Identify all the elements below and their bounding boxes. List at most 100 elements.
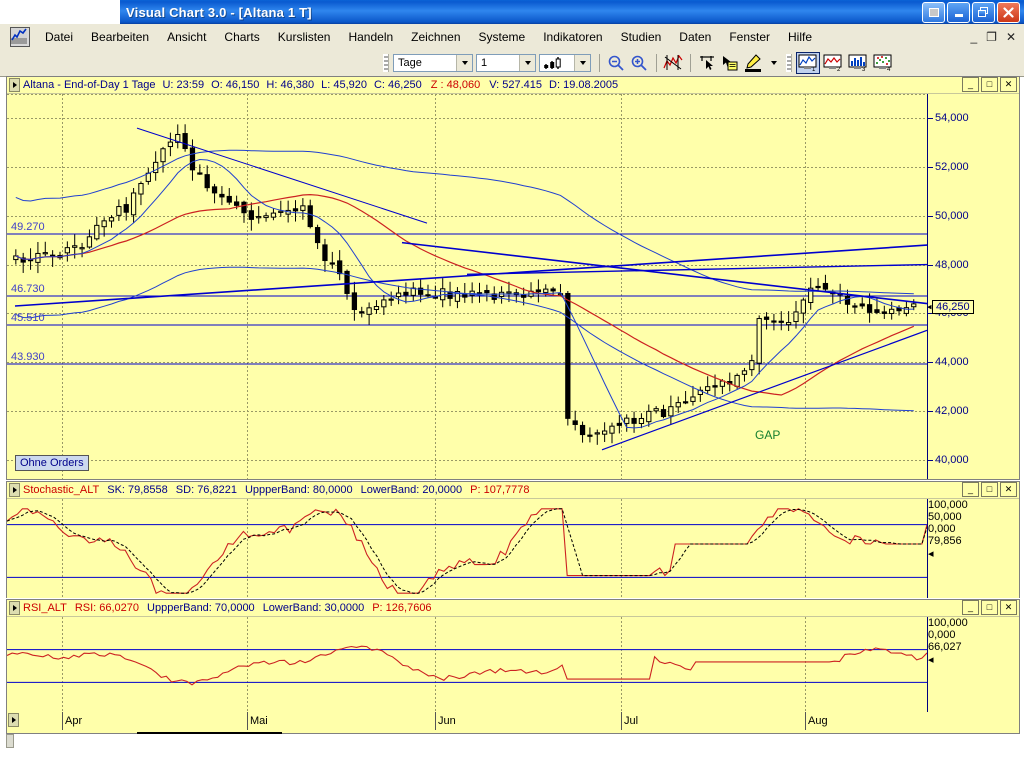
candle-body [682, 401, 689, 404]
chart-high-value: H: 46,380 [266, 79, 315, 91]
multiplier-select[interactable]: 1 [476, 54, 536, 72]
menu-item-indikatoren[interactable]: Indikatoren [534, 27, 611, 47]
multiplier-value: 1 [481, 57, 488, 69]
menu-item-ansicht[interactable]: Ansicht [158, 27, 215, 47]
menu-item-daten[interactable]: Daten [670, 27, 720, 47]
candle-body [373, 306, 380, 311]
candle-body [322, 244, 328, 262]
rsi-tick-0: 0,000 [928, 629, 956, 641]
restore-outer-button[interactable] [922, 1, 945, 23]
chart-window-4-icon[interactable]: 4 [871, 52, 895, 74]
menu-item-handeln[interactable]: Handeln [339, 27, 402, 47]
candle-body [793, 311, 799, 323]
zoom-out-icon[interactable] [605, 53, 627, 73]
mdi-restore-button[interactable]: ❐ [986, 30, 997, 44]
candle-body [211, 186, 218, 194]
rsi-window-controls: _ □ ✕ [962, 600, 1017, 615]
date-tick-label: Apr [65, 715, 83, 727]
candle-body [749, 360, 755, 371]
rsi-header: RSI_ALT RSI: 66,0270 UppperBand: 70,0000… [7, 600, 1019, 617]
date-tick [62, 712, 63, 730]
stochastic-window-maximize[interactable]: □ [981, 482, 998, 497]
pointer-tool-icon[interactable] [696, 53, 718, 73]
rsi-window-maximize[interactable]: □ [981, 600, 998, 615]
candle-body [852, 305, 858, 308]
candle-body [278, 210, 284, 213]
svg-text:4: 4 [887, 67, 891, 72]
rsi-tick-100: 100,000 [928, 617, 968, 629]
price-tick [928, 362, 933, 364]
grid-line [7, 460, 927, 461]
rsi-plot-area[interactable]: 100,000 0,000 66,027 ◂ [7, 617, 1019, 712]
menu-item-systeme[interactable]: Systeme [470, 27, 535, 47]
rsi-window-close[interactable]: ✕ [1000, 600, 1017, 615]
maximize-restore-button[interactable] [972, 1, 995, 23]
panel-drag-handle[interactable] [9, 78, 20, 92]
menu-item-zeichnen[interactable]: Zeichnen [402, 27, 469, 47]
stochastic-window-minimize[interactable]: _ [962, 482, 979, 497]
close-button[interactable] [997, 1, 1020, 23]
chart-style-select[interactable] [539, 54, 591, 72]
rsi-lower-band: LowerBand: 30,0000 [262, 602, 365, 614]
stochastic-plot-area[interactable]: 100,000 50,000 0,000 79,856 ◂ [7, 499, 1019, 598]
chevron-down-icon[interactable] [456, 55, 472, 71]
annotation-tool-icon[interactable] [719, 53, 741, 73]
price-window-maximize[interactable]: □ [981, 77, 998, 92]
stochastic-scale[interactable]: 100,000 50,000 0,000 79,856 ◂ [927, 499, 1019, 598]
zoom-in-icon[interactable] [628, 53, 650, 73]
menu-item-hilfe[interactable]: Hilfe [779, 27, 821, 47]
rsi-scale[interactable]: 100,000 0,000 66,027 ◂ [927, 617, 1019, 712]
candle-body [454, 290, 461, 302]
stochastic-sd: SD: 76,8221 [175, 484, 237, 496]
highlighter-dropdown-icon[interactable] [767, 53, 780, 73]
orders-button[interactable]: Ohne Orders [15, 455, 89, 471]
price-marker-arrow: ◂ [927, 301, 932, 312]
price-tick [928, 264, 933, 266]
chevron-down-icon[interactable] [574, 55, 590, 71]
highlighter-tool-icon[interactable] [742, 53, 766, 73]
price-window-controls: _ □ ✕ [962, 77, 1017, 92]
candle-body [690, 396, 696, 402]
crosshair-chart-icon[interactable] [662, 53, 684, 73]
date-tick-label: Jul [624, 715, 639, 727]
title-bar-blank [0, 0, 120, 24]
toolbar-grip-2[interactable] [786, 54, 792, 72]
stoch-tick-100: 100,000 [928, 499, 968, 511]
menu-item-studien[interactable]: Studien [612, 27, 671, 47]
menu-item-kurslisten[interactable]: Kurslisten [269, 27, 340, 47]
chart-window-2-icon[interactable]: 2 [821, 52, 845, 74]
period-select[interactable]: Tage [393, 54, 473, 72]
menu-item-datei[interactable]: Datei [36, 27, 82, 47]
menu-item-bearbeiten[interactable]: Bearbeiten [82, 27, 158, 47]
candle-body [565, 292, 571, 419]
candle-body [771, 320, 777, 323]
candle-body [20, 257, 26, 263]
chart-open-value: O: 46,150 [211, 79, 260, 91]
date-axis[interactable]: Apr Mai Jun Jul Aug [6, 712, 1020, 734]
candle-body [557, 293, 564, 296]
chart-window-3-icon[interactable]: 3 [846, 52, 870, 74]
price-window-minimize[interactable]: _ [962, 77, 979, 92]
price-scale[interactable]: 40,00042,00044,00046,00048,00050,00052,0… [927, 94, 1019, 479]
price-plot-area[interactable]: Ohne Orders GAP 49.270 46.730 45.510 43.930… [7, 94, 1019, 479]
mdi-minimize-button[interactable]: _ [970, 30, 978, 44]
minimize-button[interactable] [947, 1, 970, 23]
panel-drag-handle[interactable] [9, 601, 20, 615]
chevron-down-icon[interactable] [519, 55, 535, 71]
panel-drag-handle[interactable] [9, 483, 20, 497]
stochastic-value-marker: 79,856 [928, 535, 962, 547]
chart-window-1-icon[interactable]: 1 [796, 52, 820, 74]
chart-date-value: D: 19.08.2005 [549, 79, 619, 91]
date-axis-handle[interactable] [8, 713, 19, 727]
chart-symbol-label: Altana - End-of-Day 1 Tage [23, 79, 156, 91]
price-window-close[interactable]: ✕ [1000, 77, 1017, 92]
toolbar-grip[interactable] [383, 54, 389, 72]
rsi-window-minimize[interactable]: _ [962, 600, 979, 615]
candle-body [395, 292, 402, 298]
candle-body [417, 287, 424, 295]
menu-item-charts[interactable]: Charts [215, 27, 268, 47]
mdi-close-button[interactable]: ✕ [1005, 30, 1016, 44]
grid-line [7, 216, 927, 217]
stochastic-window-close[interactable]: ✕ [1000, 482, 1017, 497]
menu-item-fenster[interactable]: Fenster [720, 27, 779, 47]
